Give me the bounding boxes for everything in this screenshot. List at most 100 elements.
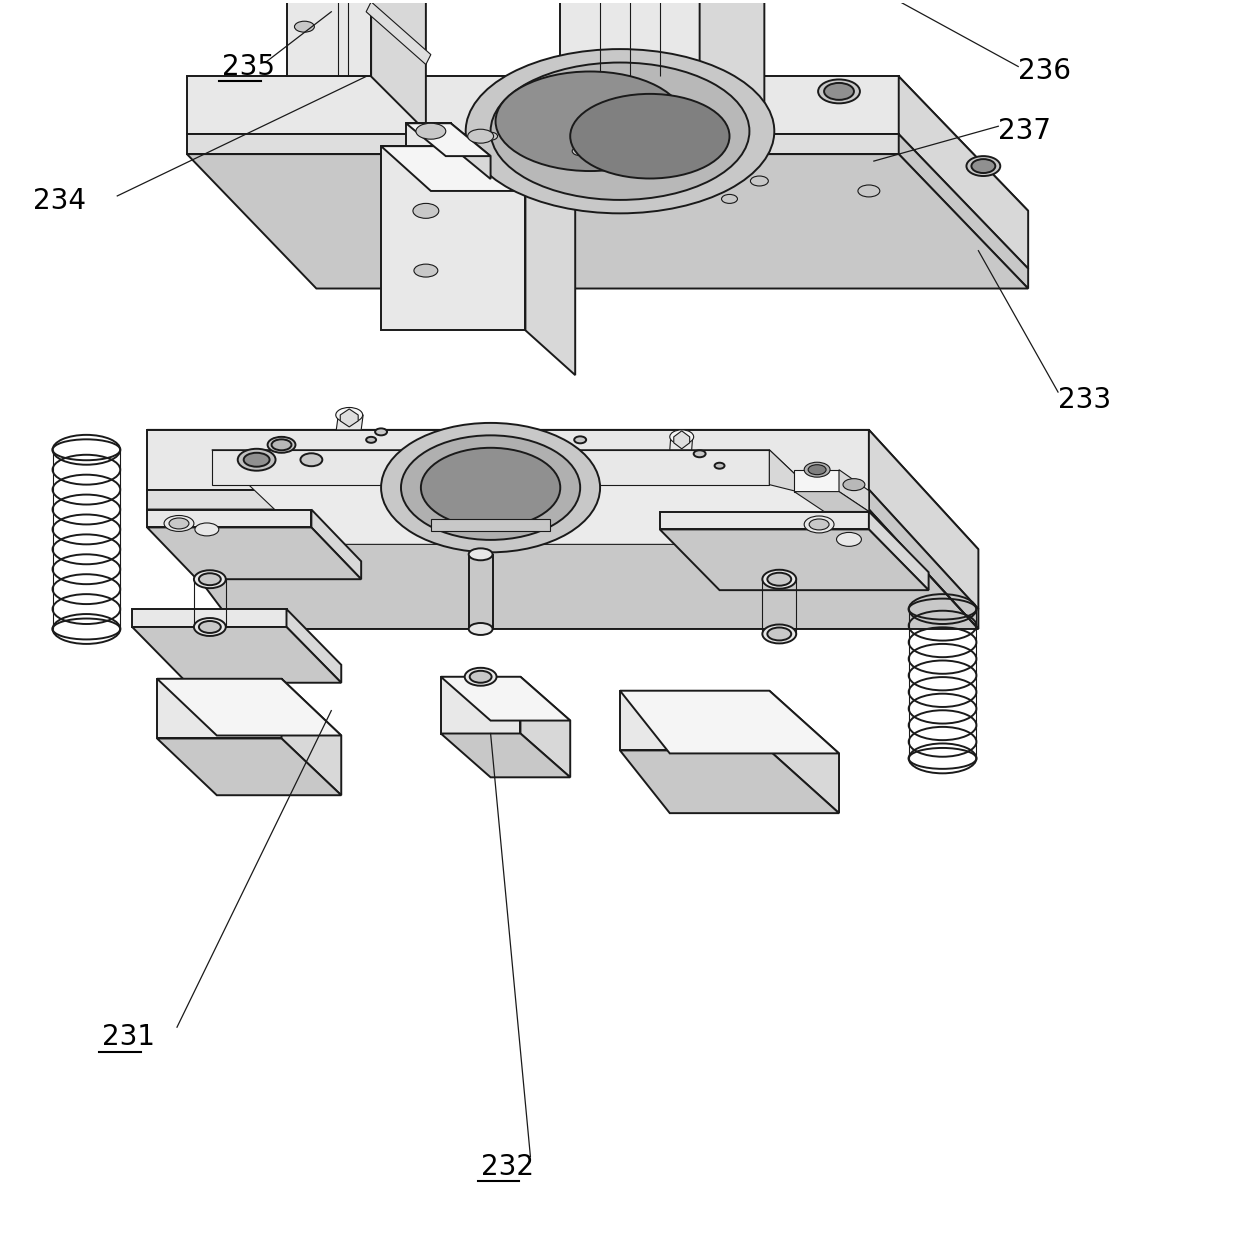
Text: 233: 233 — [1058, 386, 1111, 413]
Ellipse shape — [238, 448, 275, 471]
Ellipse shape — [496, 71, 684, 171]
Ellipse shape — [420, 448, 560, 527]
Polygon shape — [521, 677, 570, 777]
Polygon shape — [212, 450, 869, 545]
Polygon shape — [430, 520, 551, 531]
Polygon shape — [381, 146, 575, 191]
Polygon shape — [157, 738, 341, 796]
Polygon shape — [660, 512, 869, 530]
Ellipse shape — [805, 462, 830, 477]
Ellipse shape — [570, 94, 729, 179]
Ellipse shape — [810, 520, 830, 530]
Polygon shape — [620, 691, 839, 753]
Text: 231: 231 — [103, 1023, 155, 1052]
Polygon shape — [620, 751, 839, 813]
Ellipse shape — [336, 407, 362, 422]
Ellipse shape — [670, 430, 693, 443]
Polygon shape — [451, 124, 491, 179]
Polygon shape — [670, 437, 693, 450]
Ellipse shape — [401, 436, 580, 540]
Ellipse shape — [415, 124, 446, 139]
Ellipse shape — [414, 264, 438, 277]
Text: 232: 232 — [481, 1153, 533, 1180]
Polygon shape — [869, 430, 978, 610]
Polygon shape — [366, 1, 430, 65]
Polygon shape — [660, 530, 929, 591]
Ellipse shape — [750, 176, 769, 186]
Polygon shape — [699, 0, 764, 141]
Ellipse shape — [198, 573, 221, 586]
Ellipse shape — [858, 185, 880, 197]
Polygon shape — [187, 76, 899, 134]
Ellipse shape — [413, 204, 439, 219]
Polygon shape — [187, 76, 1028, 211]
Polygon shape — [311, 510, 361, 580]
Ellipse shape — [268, 437, 295, 453]
Ellipse shape — [376, 428, 387, 436]
Ellipse shape — [272, 440, 291, 451]
Polygon shape — [440, 733, 570, 777]
Polygon shape — [157, 678, 281, 738]
Polygon shape — [839, 470, 869, 512]
Ellipse shape — [971, 159, 996, 174]
Ellipse shape — [966, 156, 1001, 176]
Ellipse shape — [198, 621, 221, 633]
Polygon shape — [286, 0, 371, 76]
Polygon shape — [148, 527, 361, 580]
Polygon shape — [794, 470, 839, 492]
Polygon shape — [440, 677, 521, 733]
Ellipse shape — [467, 129, 494, 144]
Ellipse shape — [169, 518, 188, 528]
Polygon shape — [286, 0, 425, 1]
Ellipse shape — [244, 453, 269, 467]
Polygon shape — [899, 134, 1028, 289]
Polygon shape — [157, 678, 341, 736]
Polygon shape — [148, 430, 978, 550]
Polygon shape — [869, 490, 978, 629]
Polygon shape — [133, 610, 286, 627]
Ellipse shape — [294, 21, 315, 32]
Ellipse shape — [722, 195, 738, 204]
Ellipse shape — [574, 436, 587, 443]
Polygon shape — [281, 678, 341, 796]
Polygon shape — [560, 0, 699, 76]
Ellipse shape — [193, 571, 226, 588]
Polygon shape — [620, 691, 769, 751]
Ellipse shape — [768, 573, 791, 586]
Ellipse shape — [193, 618, 226, 636]
Polygon shape — [405, 124, 451, 146]
Ellipse shape — [837, 532, 862, 546]
Text: 234: 234 — [32, 187, 86, 215]
Polygon shape — [769, 691, 839, 813]
Ellipse shape — [714, 462, 724, 468]
Polygon shape — [899, 76, 1028, 269]
Polygon shape — [526, 146, 575, 375]
Polygon shape — [148, 510, 978, 629]
Polygon shape — [148, 430, 869, 490]
Polygon shape — [340, 408, 358, 427]
Ellipse shape — [300, 453, 322, 466]
Ellipse shape — [164, 516, 193, 531]
Polygon shape — [673, 431, 689, 448]
Polygon shape — [286, 610, 341, 683]
Ellipse shape — [768, 627, 791, 641]
Polygon shape — [869, 512, 929, 591]
Ellipse shape — [466, 49, 774, 214]
Ellipse shape — [763, 570, 796, 588]
Ellipse shape — [693, 451, 706, 457]
Polygon shape — [148, 490, 869, 510]
Polygon shape — [794, 492, 869, 512]
Ellipse shape — [381, 423, 600, 552]
Text: 235: 235 — [222, 52, 275, 80]
Polygon shape — [405, 124, 491, 156]
Ellipse shape — [763, 624, 796, 643]
Ellipse shape — [825, 82, 854, 100]
Ellipse shape — [469, 548, 492, 561]
Ellipse shape — [805, 516, 835, 533]
Ellipse shape — [843, 478, 864, 491]
Polygon shape — [440, 677, 570, 721]
Polygon shape — [371, 0, 425, 131]
Ellipse shape — [195, 523, 218, 536]
Ellipse shape — [470, 671, 491, 683]
Polygon shape — [212, 450, 769, 485]
